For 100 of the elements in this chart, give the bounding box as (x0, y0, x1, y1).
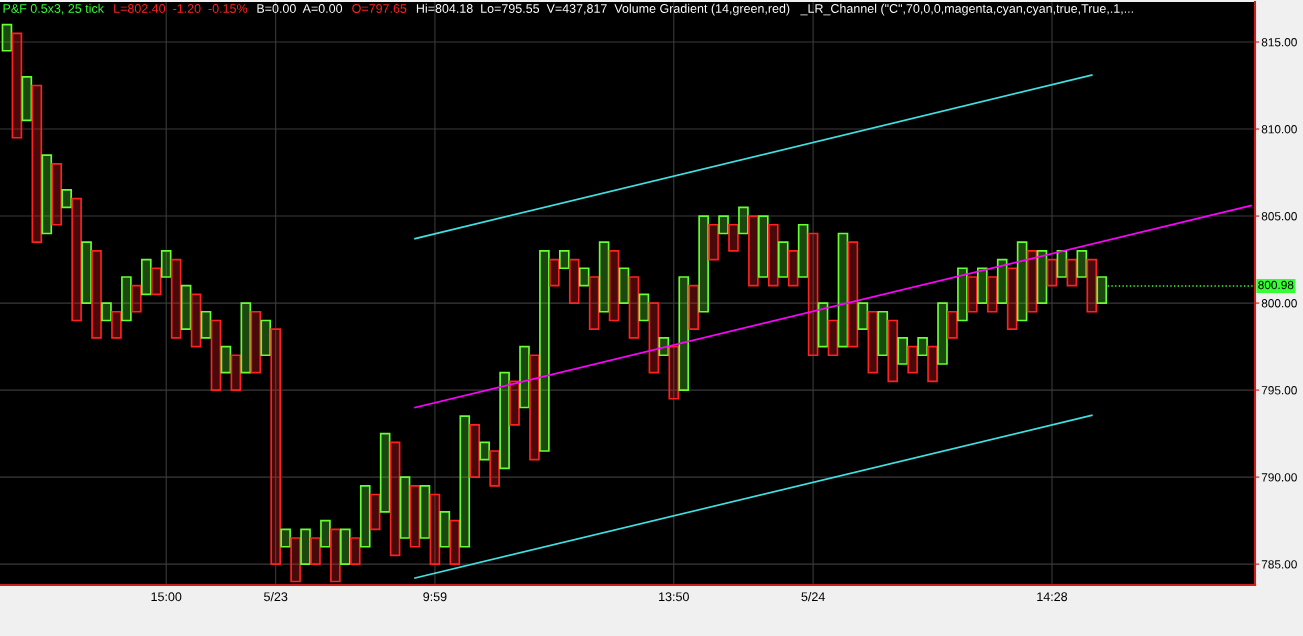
bar (320, 519, 331, 548)
bar (1096, 276, 1108, 304)
bar (1086, 258, 1098, 313)
bar (131, 284, 142, 313)
annotation: Hi=804.18 Lo=795.55 V=437,817 Volume Gradient (14,green,red) _LR_Channel ("C",70,0,0,magenta,cyan,cyan,true,True,.1,... (416, 3, 1133, 16)
bar (678, 276, 690, 391)
bar (708, 223, 719, 261)
bar (1006, 267, 1018, 331)
bar (369, 493, 381, 531)
bar (21, 75, 33, 122)
bar (81, 241, 92, 304)
bar (578, 267, 590, 287)
bar (598, 241, 610, 313)
bar (628, 276, 640, 339)
bar (310, 537, 321, 565)
annotation: O=797.65 (352, 4, 407, 13)
bar (280, 528, 291, 548)
y-tick-label: 790.00 (1261, 473, 1297, 482)
bar (170, 258, 182, 339)
bar (190, 293, 202, 348)
bar (887, 319, 899, 383)
bar (738, 206, 749, 235)
bar (71, 197, 82, 322)
bar (91, 250, 102, 339)
bar (748, 215, 759, 287)
x-tick-label: 14:28 (1037, 592, 1068, 602)
bar (588, 276, 600, 331)
bar (260, 319, 272, 357)
bar (230, 354, 242, 391)
y-tick-label: 815.00 (1261, 38, 1297, 47)
bar (399, 476, 411, 539)
bar (200, 310, 212, 339)
bar (389, 441, 401, 557)
y-tick-label: 810.00 (1261, 125, 1297, 134)
bar (927, 345, 938, 383)
bar (907, 345, 918, 374)
bar (986, 276, 998, 313)
x-tick-label: 9:59 (423, 592, 447, 602)
x-tick-label: 13:50 (659, 592, 689, 602)
bar (847, 241, 859, 348)
bar (101, 302, 112, 322)
bar (728, 223, 739, 252)
bar (718, 215, 729, 235)
bar (1046, 258, 1058, 287)
bar (897, 337, 908, 365)
bar (549, 258, 560, 287)
bar (797, 223, 809, 278)
bar (698, 215, 709, 313)
bar (51, 163, 63, 226)
bar (519, 345, 530, 409)
bar (499, 371, 510, 470)
chart-title: P&F 0.5x3, 25 tick (3, 3, 104, 15)
bar (160, 250, 172, 278)
bar (638, 293, 650, 322)
bar (558, 250, 570, 270)
bar (210, 319, 222, 391)
bar (300, 528, 311, 565)
bar (11, 32, 23, 139)
bar (877, 310, 889, 357)
bar (479, 441, 490, 461)
bar (777, 241, 789, 278)
bar (817, 302, 829, 348)
bar (568, 258, 580, 304)
bar (529, 354, 540, 461)
x-tick-label: 5/23 (264, 591, 288, 602)
x-tick-label: 15:00 (151, 592, 182, 602)
bar (220, 345, 232, 374)
bar (539, 250, 550, 452)
y-tick-label: 795.00 (1261, 386, 1297, 395)
bar (330, 528, 341, 583)
bar (967, 276, 978, 313)
bar (758, 215, 769, 278)
annotation: L=802.40 -1.20 -0.15% (114, 4, 248, 13)
bar (379, 432, 391, 513)
bar (509, 380, 520, 426)
bar (1016, 241, 1028, 322)
bar (419, 484, 431, 539)
bar (668, 345, 680, 400)
bar (340, 528, 351, 565)
bar (270, 328, 281, 565)
bar (1036, 250, 1048, 304)
bar (857, 302, 869, 331)
bar (469, 424, 481, 478)
bar (648, 302, 660, 374)
bar (489, 450, 500, 487)
bar (837, 232, 849, 348)
y-tick-label: 800.00 (1261, 299, 1297, 308)
bar (996, 258, 1008, 304)
ref-line-label: 800.98 (1258, 280, 1294, 290)
bar (947, 310, 958, 339)
bar (827, 319, 839, 357)
x-tick-label: 5/24 (801, 591, 825, 602)
bar (140, 258, 152, 296)
bar (618, 267, 630, 304)
bar (121, 276, 132, 322)
bar (608, 250, 620, 322)
bar (61, 189, 72, 209)
bar (976, 267, 988, 304)
bar (290, 537, 301, 583)
y-tick-label: 805.00 (1261, 212, 1297, 221)
